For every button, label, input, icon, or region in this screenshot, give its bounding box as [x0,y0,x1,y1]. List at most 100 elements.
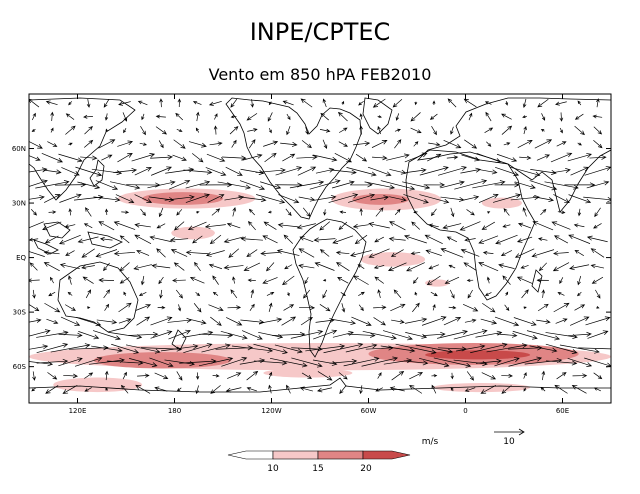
lon-tick-label: 180 [168,407,181,415]
wind-vector [405,317,428,324]
wind-vector [590,263,605,269]
wind-vector [592,114,603,119]
wind-vector [593,223,602,229]
wind-vector [335,262,350,272]
shading-region-1 [142,192,223,205]
wind-vector [177,98,182,108]
wind-vector [570,316,590,326]
wind-vector [443,140,462,149]
wind-vector [372,98,386,108]
wind-vector [29,304,40,312]
wind-vector [502,275,511,285]
wind-vector [522,115,528,119]
wind-vector [58,357,83,367]
wind-vector [104,208,109,216]
wind-vector [299,305,316,311]
wind-vector [358,100,364,106]
wind-vector [158,140,164,149]
wind-vector [253,343,288,355]
wind-vector [165,167,195,174]
wind-vector [98,221,115,231]
wind-vector [496,332,518,338]
wind-vector [228,248,240,258]
wind-vector [425,249,442,256]
wind-vector [541,113,546,121]
wind-vector [113,250,136,256]
wind-vector [123,128,127,134]
wind-vector [448,305,457,310]
wind-vector [175,289,183,299]
wind-vector [44,302,61,313]
colorbar-segment-above-20 [362,450,411,460]
wind-vector [484,292,492,296]
wind-vector [572,373,588,378]
wind-vector [498,263,515,269]
wind-vector [595,289,601,299]
wind-vector [531,249,555,258]
wind-vector [83,223,93,229]
lon-tick-label: 120E [69,407,87,415]
wind-vector [350,250,372,257]
wind-vector [503,142,511,146]
wind-vector [246,370,259,381]
wind-vector [437,329,468,339]
wind-vector [577,275,582,286]
wind-vector [129,358,158,368]
wind-vector [41,153,64,163]
wind-vector [501,113,512,120]
wind-vector [119,235,130,244]
wind-vector [31,128,36,132]
wind-vector [43,194,61,203]
wind-vector [284,264,293,270]
wind-vector [514,181,536,190]
wind-vector [248,208,255,216]
wind-vector [431,374,438,378]
wind-vector [231,345,274,353]
wind-vector [189,318,207,325]
wind-vector [170,249,188,257]
wind-vector [314,262,335,271]
lon-tick-label: 0 [463,407,467,415]
colorbar-label-15: 15 [312,464,323,474]
wind-vector [577,208,582,217]
wind-vector [64,304,76,311]
wind-vector [286,126,291,136]
wind-vector [74,356,103,367]
wind-vector [377,125,381,135]
wind-vector [212,291,219,296]
wind-vector [518,222,532,229]
wind-vector [430,208,437,217]
wind-vector [529,345,558,353]
wind-vector [155,126,167,135]
wind-vector [362,330,397,340]
wind-vector [487,211,491,214]
wind-vector [350,182,373,188]
wind-vector [50,343,91,353]
wind-vector [449,289,455,299]
wind-vector [269,358,308,368]
wind-vector [29,98,40,108]
wind-vector [305,344,346,352]
wind-vector [159,98,163,108]
wind-vector [286,292,290,297]
wind-vector [164,194,195,201]
wind-vector [322,278,327,282]
wind-vector [248,139,256,149]
wind-vector [158,207,164,218]
wind-vector [95,249,118,258]
wind-vector [301,372,312,379]
wind-vector [230,98,238,108]
wind-vector [374,276,384,284]
wind-vector [302,207,311,218]
wind-vector [208,100,222,106]
wind-vector [586,235,608,243]
wind-vector [282,275,295,286]
wind-vector [268,127,272,134]
wind-vector [81,248,95,258]
wind-vector [309,179,341,190]
wind-vector [83,114,93,119]
coast-antarctica [29,377,611,393]
wind-vector [423,182,446,188]
wind-vector [117,152,133,163]
wind-vector [481,221,496,230]
